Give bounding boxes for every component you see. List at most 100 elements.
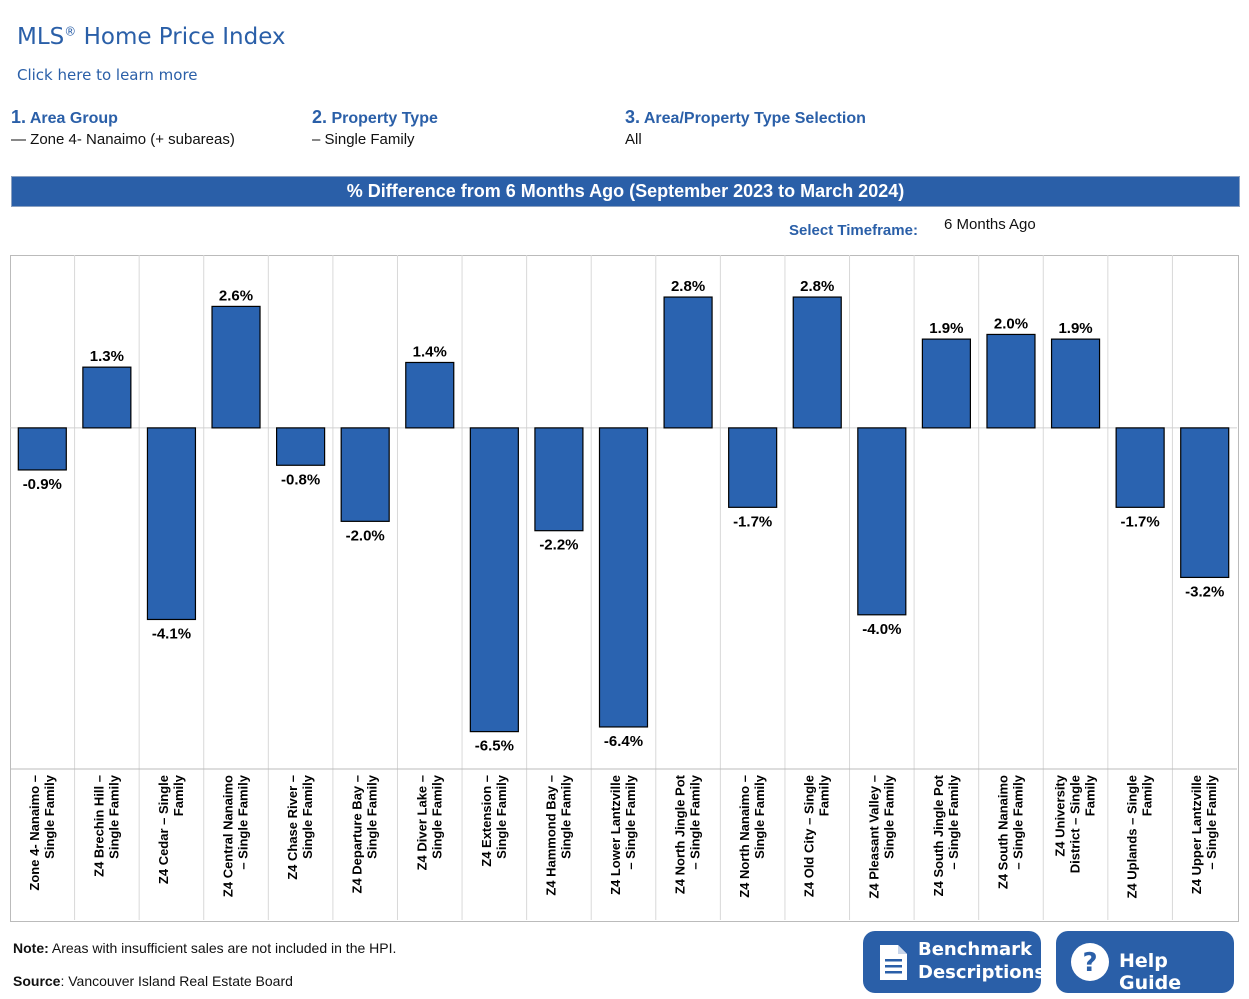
category-label: Single Family — [558, 774, 573, 859]
category-label-line: – Single Family — [946, 774, 961, 869]
data-label: -6.4% — [604, 733, 643, 750]
bar[interactable] — [146, 427, 197, 621]
category-label: Z4 North Nanaimo – — [737, 775, 752, 898]
category-label: Single Family — [42, 774, 57, 859]
bar[interactable] — [857, 427, 907, 616]
category-label-line: Family — [1083, 774, 1098, 816]
page-title: MLS® Home Price Index — [17, 24, 286, 50]
category-label-line: Z4 North Jingle Pot — [673, 774, 688, 894]
data-label: -6.5% — [475, 738, 514, 755]
bar[interactable] — [469, 427, 519, 733]
category-label-line: – Single Family — [688, 774, 703, 869]
bar[interactable] — [534, 427, 584, 532]
category-label: Z4 Central Nanaimo — [221, 775, 236, 897]
category-label-line: Z4 South Jingle Pot — [931, 774, 946, 896]
chart-frame — [10, 255, 1239, 922]
category-label-line: Single Family — [558, 774, 573, 859]
area-property-label: Area/Property Type Selection — [643, 110, 866, 127]
category-label-line: Z4 Cedar – Single — [156, 775, 171, 884]
bar[interactable] — [276, 427, 326, 466]
category-label-line: Z4 Departure Bay – — [350, 775, 365, 894]
data-label: 1.9% — [929, 320, 963, 337]
property-type-selector[interactable]: 2. Property Type – Single Family — [312, 107, 438, 148]
category-label: Z4 North Jingle Pot — [673, 774, 688, 894]
category-label: Z4 Upper Lantzville — [1189, 775, 1204, 894]
svg-text:?: ? — [1082, 948, 1097, 978]
step-number: 3. — [625, 107, 641, 127]
category-label: Z4 Lower Lantzville — [608, 775, 623, 895]
category-label-line: Single Family — [365, 774, 380, 859]
bar[interactable] — [1180, 427, 1230, 579]
category-label: Z4 Uplands – Single — [1125, 775, 1140, 899]
bar[interactable] — [17, 427, 67, 471]
category-label: Z4 Old City – Single — [802, 775, 817, 897]
question-icon: ? — [1071, 943, 1109, 981]
category-label-line: Single Family — [300, 774, 315, 859]
help-guide-button[interactable]: ? Help Guide — [1056, 931, 1234, 994]
category-label: Family — [817, 774, 832, 816]
bar[interactable] — [211, 305, 261, 429]
category-label: Family — [1083, 774, 1098, 816]
bar[interactable] — [1115, 427, 1165, 508]
category-label-line: District – Single — [1068, 775, 1083, 873]
area-property-selector[interactable]: 3. Area/Property Type Selection All — [625, 107, 866, 148]
category-label: Z4 Diver Lake – — [414, 775, 429, 870]
bar[interactable] — [82, 366, 132, 429]
data-label: -1.7% — [1121, 513, 1160, 530]
category-label-line: Single Family — [494, 774, 509, 859]
area-group-selector[interactable]: 1. Area Group — Zone 4- Nanaimo (+ subar… — [11, 107, 235, 148]
data-label: 2.0% — [994, 315, 1028, 332]
category-label-line: Family — [1140, 774, 1155, 816]
category-label-line: Z4 South Nanaimo — [995, 775, 1010, 889]
category-label: Family — [171, 774, 186, 816]
category-label: Single Family — [429, 774, 444, 859]
category-label-line: Z4 Hammond Bay – — [543, 775, 558, 896]
timeframe-select[interactable]: 6 Months Ago — [944, 216, 1036, 233]
data-label: -0.9% — [23, 476, 62, 493]
category-label-line: Family — [817, 774, 832, 816]
bar[interactable] — [728, 427, 778, 508]
area-group-label: Area Group — [29, 110, 118, 127]
data-label: 1.9% — [1058, 320, 1092, 337]
category-label-line: Z4 Chase River – — [285, 775, 300, 880]
bar[interactable] — [663, 296, 713, 429]
bar[interactable] — [1050, 338, 1101, 429]
category-label: Single Family — [752, 774, 767, 859]
data-label: 2.6% — [219, 287, 253, 304]
data-label: 1.3% — [90, 348, 124, 365]
learn-more-link[interactable]: Click here to learn more — [17, 66, 198, 84]
category-label: Single Family — [881, 774, 896, 859]
help-guide-label: Help Guide — [1119, 950, 1182, 994]
bar[interactable] — [340, 427, 390, 522]
category-label-line: Z4 Brechin Hill – — [91, 775, 106, 877]
category-label-line: Z4 North Nanaimo – — [737, 775, 752, 898]
bar[interactable] — [792, 296, 842, 429]
data-label: -2.0% — [346, 527, 385, 544]
data-label: -4.0% — [862, 621, 901, 638]
data-label: -0.8% — [281, 471, 320, 488]
property-type-label: Property Type — [331, 110, 438, 127]
category-label: Family — [1140, 774, 1155, 816]
category-label: – Single Family — [1204, 774, 1219, 869]
category-label: Single Family — [106, 774, 121, 859]
category-label: Z4 Chase River – — [285, 775, 300, 880]
data-label: -2.2% — [539, 537, 578, 554]
bar[interactable] — [405, 361, 455, 429]
data-label: 2.8% — [671, 278, 705, 295]
category-label: Single Family — [300, 774, 315, 859]
bar[interactable] — [986, 333, 1036, 429]
category-label-line: Z4 Extension – — [479, 775, 494, 867]
category-label-line: – Single Family — [236, 774, 251, 869]
category-label: – Single Family — [236, 774, 251, 869]
benchmark-descriptions-button[interactable]: Benchmark Descriptions — [863, 931, 1045, 993]
bar[interactable] — [921, 338, 971, 429]
bar[interactable] — [598, 427, 649, 728]
category-label-line: Single Family — [752, 774, 767, 859]
category-label-line: Zone 4- Nanaimo – — [27, 775, 42, 891]
category-label: Zone 4- Nanaimo – — [27, 775, 42, 891]
data-label: -4.1% — [152, 625, 191, 642]
category-label: Z4 University — [1053, 774, 1068, 856]
data-label: 2.8% — [800, 278, 834, 295]
category-label: Z4 South Nanaimo — [995, 775, 1010, 889]
category-label-line: Z4 Uplands – Single — [1125, 775, 1140, 899]
